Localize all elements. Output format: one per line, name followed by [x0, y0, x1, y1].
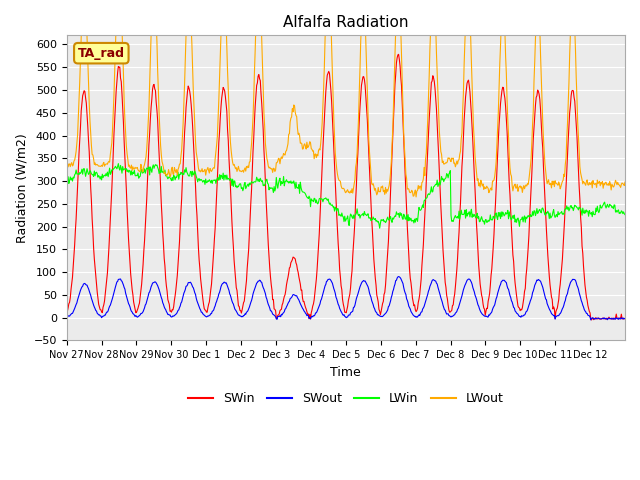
Title: Alfalfa Radiation: Alfalfa Radiation: [283, 15, 408, 30]
Y-axis label: Radiation (W/m2): Radiation (W/m2): [15, 133, 28, 243]
Text: TA_rad: TA_rad: [78, 47, 125, 60]
Legend: SWin, SWout, LWin, LWout: SWin, SWout, LWin, LWout: [182, 387, 509, 410]
X-axis label: Time: Time: [330, 366, 361, 379]
